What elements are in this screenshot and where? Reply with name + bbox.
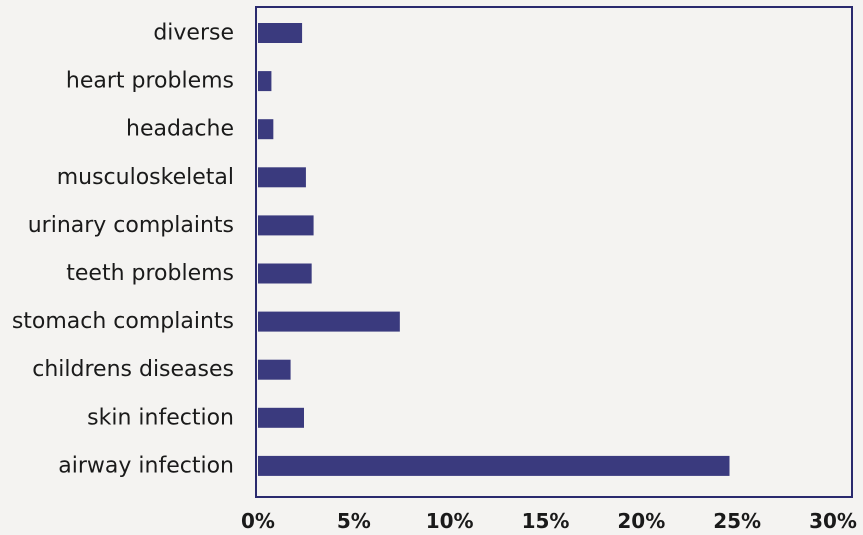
x-tick-labels: 0% 5% 10% 15% 20% 25% 30% — [241, 509, 857, 533]
bar — [258, 23, 303, 43]
plot-frame — [255, 6, 853, 498]
x-tick-label: 5% — [337, 509, 371, 533]
bar — [258, 263, 312, 284]
bar — [258, 455, 730, 476]
x-tick-label: 10% — [426, 509, 474, 533]
category-label: childrens diseases — [32, 357, 234, 382]
category-label: musculoskeletal — [57, 165, 234, 190]
bar — [258, 215, 314, 236]
category-label: stomach complaints — [12, 309, 234, 334]
x-tick-label: 0% — [241, 509, 275, 533]
x-tick-label: 30% — [809, 509, 857, 533]
x-tick-label: 25% — [713, 509, 761, 533]
category-label: airway infection — [58, 453, 234, 478]
bar — [258, 407, 304, 428]
category-label: headache — [126, 117, 234, 142]
bar — [258, 311, 400, 332]
category-label: teeth problems — [66, 261, 234, 286]
bar — [258, 167, 306, 188]
bar — [258, 359, 291, 380]
category-label: heart problems — [66, 69, 234, 94]
bar — [258, 119, 274, 140]
bars — [258, 23, 730, 476]
category-label: skin infection — [87, 405, 234, 430]
x-tick-label: 20% — [617, 509, 665, 533]
category-labels: diverse heart problems headache musculoskel… — [12, 21, 234, 479]
category-label: urinary complaints — [28, 213, 234, 238]
category-label: diverse — [153, 21, 234, 46]
bar — [258, 71, 272, 92]
x-tick-label: 15% — [522, 509, 570, 533]
